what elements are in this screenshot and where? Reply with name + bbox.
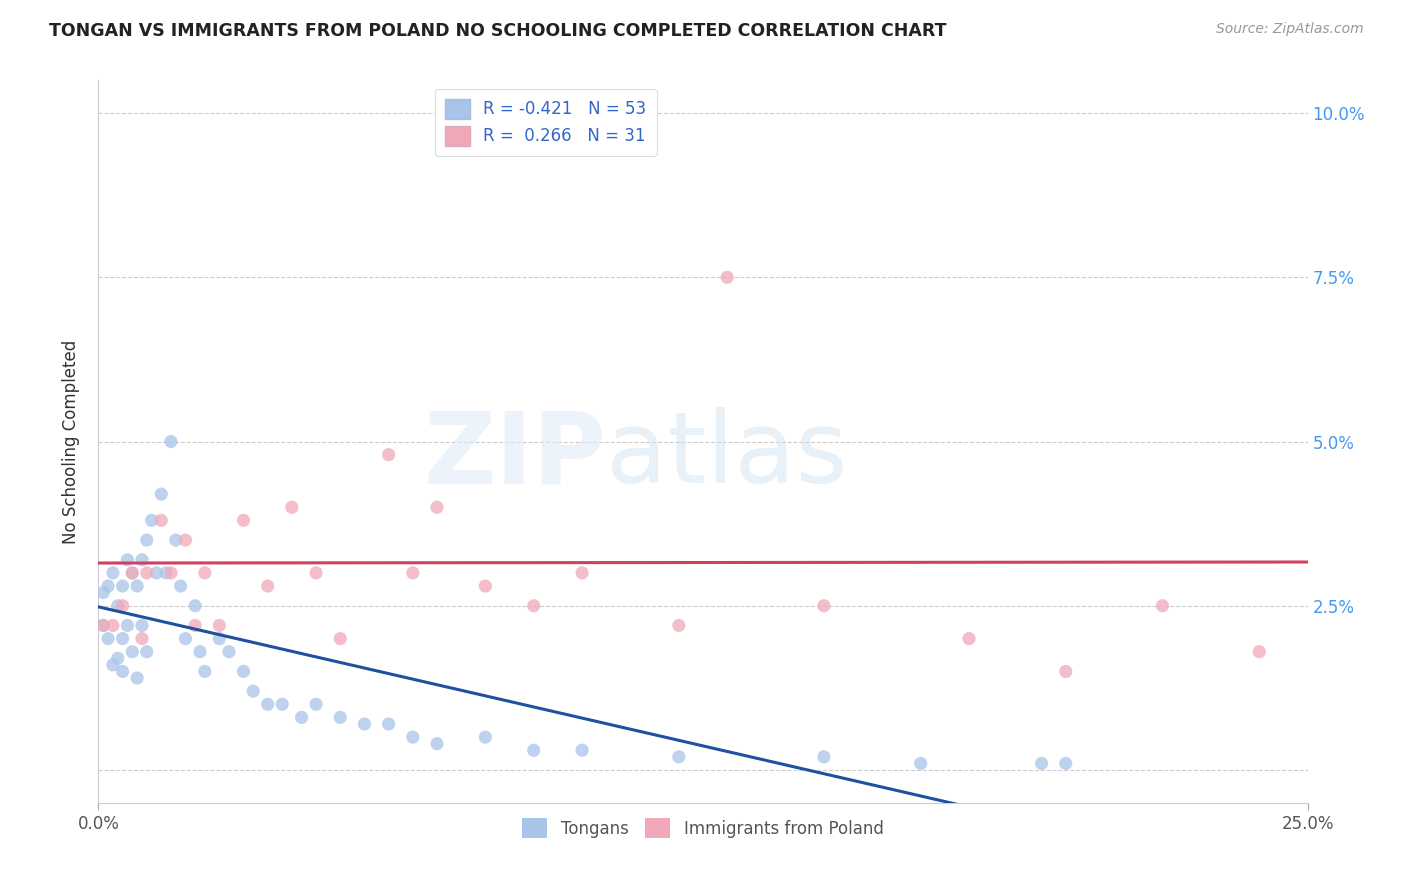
Point (402, 730, 425, 744)
Point (160, 434, 183, 449)
Point (111, 579, 134, 593)
Point (910, 756, 932, 771)
Point (121, 566, 143, 580)
Point (619, 139, 641, 153)
Point (305, 698, 328, 712)
Point (474, 579, 496, 593)
Point (101, 566, 124, 580)
Point (169, 579, 191, 593)
Point (1152, 599, 1174, 613)
Point (208, 618, 231, 632)
Point (232, 665, 254, 679)
Point (150, 513, 173, 527)
Point (256, 698, 278, 712)
Point (174, 632, 197, 646)
Point (571, 566, 593, 580)
Text: TONGAN VS IMMIGRANTS FROM POLAND NO SCHOOLING COMPLETED CORRELATION CHART: TONGAN VS IMMIGRANTS FROM POLAND NO SCHO… (49, 22, 946, 40)
Text: Source: ZipAtlas.com: Source: ZipAtlas.com (1216, 22, 1364, 37)
Point (716, 270, 738, 285)
Point (184, 618, 207, 632)
Point (218, 645, 240, 659)
Point (121, 645, 143, 659)
Point (117, 618, 139, 632)
Point (188, 645, 211, 659)
Point (1249, 645, 1271, 659)
Point (184, 599, 207, 613)
Point (290, 710, 312, 724)
Point (281, 500, 304, 515)
Point (957, 632, 980, 646)
Point (165, 533, 187, 547)
Point (127, 671, 149, 685)
Point (1054, 665, 1077, 679)
Point (160, 566, 183, 580)
Point (329, 632, 352, 646)
Point (329, 710, 352, 724)
Point (135, 566, 157, 580)
Point (141, 513, 163, 527)
Point (111, 599, 134, 613)
Point (91, 618, 114, 632)
Point (668, 749, 690, 764)
Point (813, 599, 835, 613)
Point (571, 743, 593, 757)
Point (135, 645, 157, 659)
Point (1031, 756, 1053, 771)
Point (135, 533, 157, 547)
Point (117, 553, 139, 567)
Point (107, 651, 129, 665)
Point (194, 665, 217, 679)
Point (101, 618, 124, 632)
Point (242, 684, 264, 698)
Point (377, 717, 399, 731)
Point (353, 717, 375, 731)
Point (474, 730, 496, 744)
Point (256, 579, 278, 593)
Point (97, 632, 120, 646)
Point (668, 618, 690, 632)
Point (121, 566, 143, 580)
Point (97, 579, 120, 593)
Point (402, 566, 425, 580)
Point (426, 500, 449, 515)
Point (1054, 756, 1077, 771)
Point (91, 618, 114, 632)
Point (131, 632, 153, 646)
Point (813, 749, 835, 764)
Text: ZIP: ZIP (423, 408, 606, 505)
Point (271, 698, 294, 712)
Text: atlas: atlas (606, 408, 848, 505)
Point (305, 566, 328, 580)
Point (145, 566, 167, 580)
Point (101, 657, 124, 672)
Point (107, 599, 129, 613)
Point (523, 743, 546, 757)
Point (111, 665, 134, 679)
Point (127, 579, 149, 593)
Point (131, 618, 153, 632)
Point (426, 737, 449, 751)
Point (194, 566, 217, 580)
Point (131, 553, 153, 567)
Point (523, 599, 546, 613)
Point (208, 632, 231, 646)
Point (377, 448, 399, 462)
Point (91, 585, 114, 599)
Point (150, 487, 173, 501)
Y-axis label: No Schooling Completed: No Schooling Completed (62, 340, 80, 543)
Point (111, 632, 134, 646)
Point (155, 566, 177, 580)
Point (174, 533, 197, 547)
Legend: Tongans, Immigrants from Poland: Tongans, Immigrants from Poland (516, 812, 890, 845)
Point (232, 513, 254, 527)
